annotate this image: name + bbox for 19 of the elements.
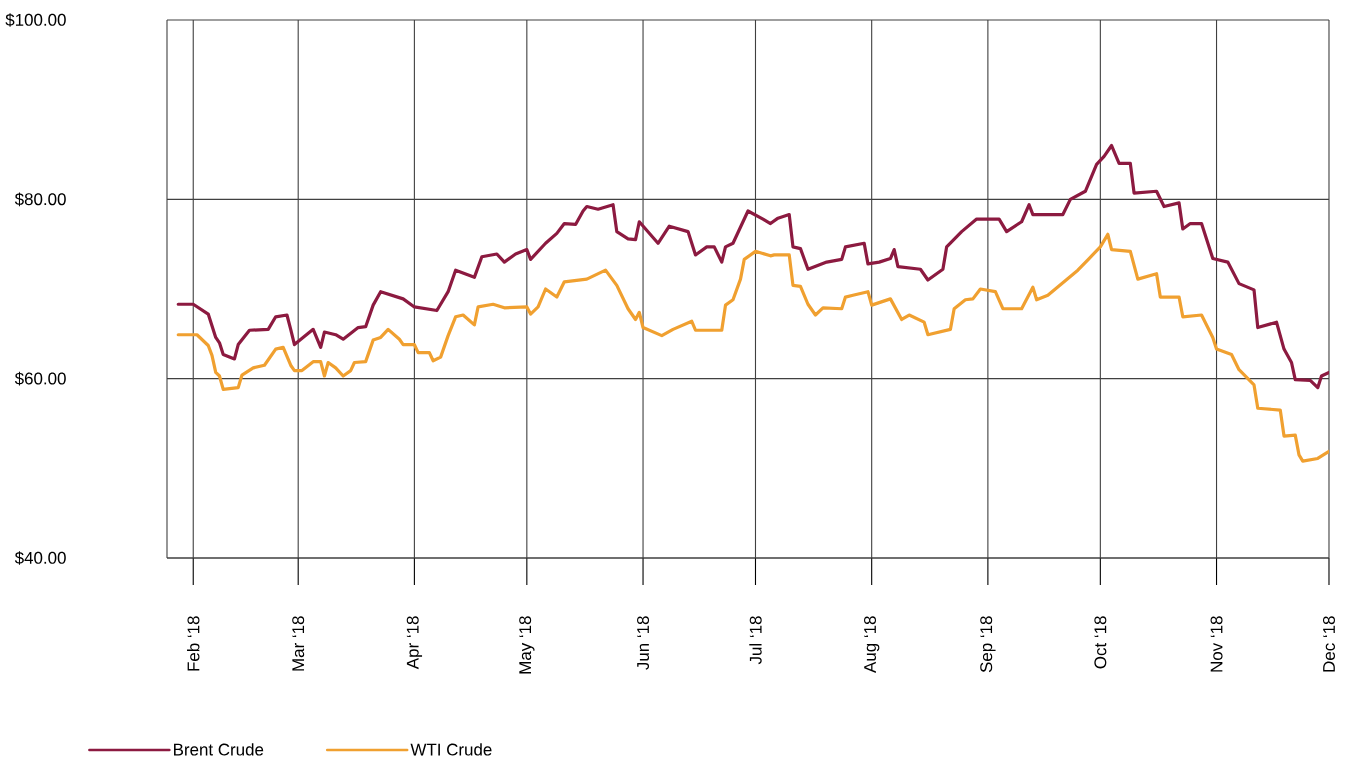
x-tick-label: Sep ‘18: [980, 616, 996, 673]
x-tick-label: Feb ‘18: [187, 616, 200, 671]
y-tick-label: $80.00: [14, 192, 66, 207]
x-tick-label: May ‘18: [519, 616, 535, 674]
line-series: [176, 232, 1329, 463]
x-tick-label: Jul ‘18: [749, 616, 762, 665]
legend-label: WTI Crude: [410, 743, 492, 756]
y-tick-label: $60.00: [14, 371, 66, 386]
x-tick-label: Dec ‘18: [1322, 616, 1335, 672]
x-tick-label: Apr ‘18: [406, 616, 423, 670]
legend-label: Brent Crude: [174, 743, 264, 756]
x-tick-label: Jun ‘18: [637, 616, 650, 670]
line-series: [176, 143, 1329, 390]
x-tick-label: Aug ‘18: [864, 616, 880, 673]
y-tick-label: $100.00: [5, 13, 66, 27]
x-tick-label: Mar ‘18: [292, 616, 305, 671]
x-tick-label: Oct ‘18: [1094, 616, 1107, 669]
y-tick-label: $40.00: [14, 551, 66, 565]
x-tick-label: Nov ‘18: [1210, 616, 1223, 672]
